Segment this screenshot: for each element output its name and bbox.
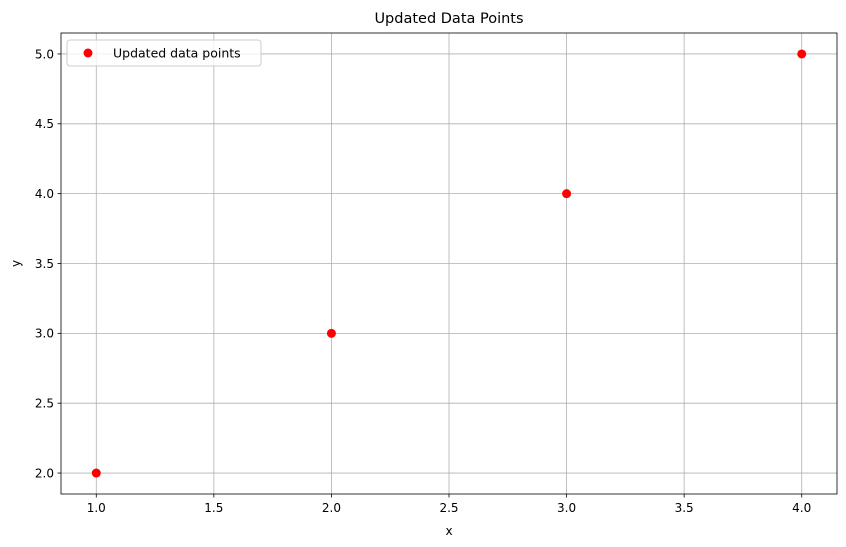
data-point <box>562 189 572 199</box>
data-point <box>797 49 807 59</box>
data-point <box>91 468 101 478</box>
legend-label: Updated data points <box>113 46 241 61</box>
chart-title: Updated Data Points <box>374 11 523 27</box>
x-tick-label: 1.0 <box>87 501 106 515</box>
y-tick-label: 2.5 <box>35 396 54 410</box>
y-tick-label: 5.0 <box>35 47 54 61</box>
y-tick-label: 3.0 <box>35 327 54 341</box>
x-tick-label: 3.0 <box>557 501 576 515</box>
y-tick-label: 4.5 <box>35 117 54 131</box>
y-axis-label: y <box>9 260 23 267</box>
data-point <box>326 328 336 338</box>
y-tick-label: 4.0 <box>35 187 54 201</box>
legend: Updated data points <box>66 39 262 67</box>
x-tick-label: 2.5 <box>439 501 458 515</box>
legend-box <box>66 39 262 67</box>
axis-ticks: 1.0 1.5 2.0 2.5 3.0 3.5 4.0 2.0 2.5 3.0 3.5 4.0 4.5 5… <box>35 47 811 515</box>
y-tick-label: 2.0 <box>35 466 54 480</box>
y-tick-label: 3.5 <box>35 257 54 271</box>
x-tick-label: 1.5 <box>204 501 223 515</box>
legend-marker <box>83 48 93 58</box>
grid-lines <box>61 33 837 494</box>
x-tick-label: 3.5 <box>675 501 694 515</box>
data-points <box>91 49 807 478</box>
x-axis-label: x <box>445 524 452 538</box>
x-tick-label: 2.0 <box>322 501 341 515</box>
x-tick-label: 4.0 <box>792 501 811 515</box>
